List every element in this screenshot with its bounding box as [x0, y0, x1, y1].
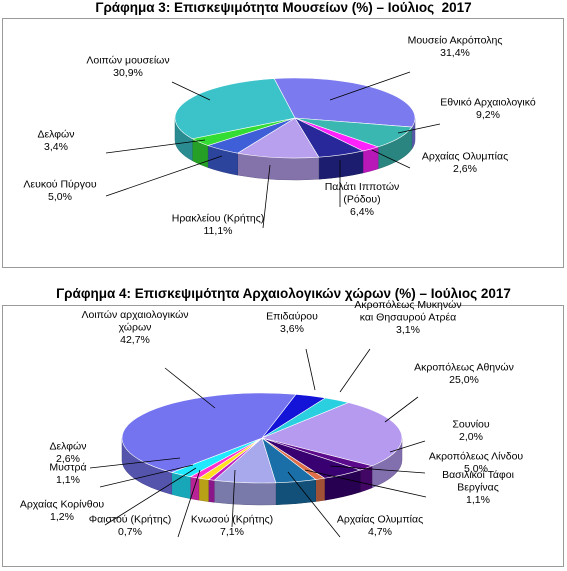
pie-3-leader-0 [329, 71, 411, 101]
pie-3-leader-4 [262, 164, 271, 229]
pie-4-leader-0 [305, 348, 316, 391]
pie-4-label-0: Επιδαύρου 3,6% [266, 311, 318, 336]
pie-3-leader-1 [397, 123, 441, 134]
pie-3-slice-0 [273, 77, 416, 128]
pie-4-slice-12 [121, 392, 297, 473]
pie-4-label-10: Μυστρά 1,1% [49, 462, 86, 487]
pie-4-leader-12 [164, 367, 216, 409]
pie-4-label-4: Ακροπόλεως Λίνδου 5,0% [429, 451, 524, 476]
pie-3-leader-2 [371, 149, 411, 169]
pie-4-leader-5 [304, 469, 427, 498]
pie-3-label-6: Δελφών 3,4% [37, 129, 74, 154]
pie-3-leader-6 [105, 139, 206, 154]
pie-4-side-8 [208, 479, 215, 503]
pie-3-label-0: Μουσείο Ακρόπολης 31,4% [408, 35, 503, 60]
pie-3-label-1: Εθνικό Αρχαιολογικό 9,2% [440, 97, 536, 122]
pie-4-leader-9 [104, 467, 197, 526]
pie-4-leader-7 [231, 469, 236, 528]
pie-3-leader-7 [171, 81, 211, 101]
pie-4-leader-3 [389, 440, 426, 453]
pie-4-side-5 [315, 477, 325, 502]
pie-4-slice-2 [261, 402, 403, 467]
pie-3-slice-7 [174, 78, 296, 140]
pie-4-leader-2 [384, 396, 419, 423]
pie-3-leader-5 [105, 155, 223, 197]
pie-3-label-2: Αρχαίας Ολυμπίας 2,6% [422, 151, 508, 176]
pie-4-leader-6 [287, 471, 341, 538]
pie-4-label-9: Αρχαίας Κορίνθου 1,2% [20, 499, 105, 524]
pie-4-side-7 [213, 480, 277, 506]
chart-4-title: Γράφημα 4: Επισκεψιμότητα Αρχαιολογικών … [56, 286, 511, 301]
pie-4-leader-1 [339, 348, 371, 393]
chart-3-title: Γράφημα 3: Επισκεψιμότητα Μουσείων (%) –… [95, 0, 472, 15]
pie-4-label-2: Ακροπόλεως Αθηνών 25,0% [414, 362, 514, 387]
pie-3: Μουσείο Ακρόπολης 31,4% Εθνικό Αρχαιολογικ… [23, 35, 535, 238]
pie-4-label-6: Αρχαίας Ολυμπίας 4,7% [337, 514, 423, 539]
pie-4-leader-4 [329, 465, 426, 474]
pie-3-side-2 [362, 146, 379, 174]
pie-4-side-6 [275, 479, 316, 506]
pie-3-label-3: Παλάτι Ιπποτών (Ρόδου) 6,4% [325, 181, 400, 218]
pie-4-label-5: Βασιλικοί Τάφοι Βεργίνας 1,1% [442, 469, 514, 506]
pie-4-label-1: Ακροπόλεως Μυκηνών και Θησαυρού Ατρέα 3,1% [354, 299, 461, 336]
pie-3-label-4: Ηρακλείου (Κρήτης) 11,1% [172, 213, 265, 238]
pie-4-label-7: Κνωσού (Κρήτης) 7,1% [191, 514, 273, 539]
pie-4-leader-10 [99, 464, 194, 488]
pie-3-label-7: Λοιπών μουσείων 30,9% [86, 55, 169, 80]
pie-3-slice-4 [236, 117, 320, 159]
pie-4-label-11: Δελφών 2,6% [49, 441, 86, 466]
pie-4-label-3: Σουνίου 2,0% [452, 419, 489, 444]
pie-4-leader-11 [89, 457, 181, 469]
pie-4-leader-8 [177, 469, 201, 538]
pie-4-label-12: Λοιπών αρχαιολογικών χώρων 42,7% [81, 309, 188, 346]
pie-4-side-9 [198, 477, 209, 502]
pie-3-label-5: Λευκού Πύργου 5,0% [23, 179, 96, 204]
pie-4-label-8: Φαιστού (Κρήτης) 0,7% [89, 514, 172, 539]
pie-4: Επιδαύρου 3,6% Ακροπόλεως Μυκηνών και Θησαυ… [20, 299, 524, 538]
pie-4-side-10 [190, 476, 200, 501]
